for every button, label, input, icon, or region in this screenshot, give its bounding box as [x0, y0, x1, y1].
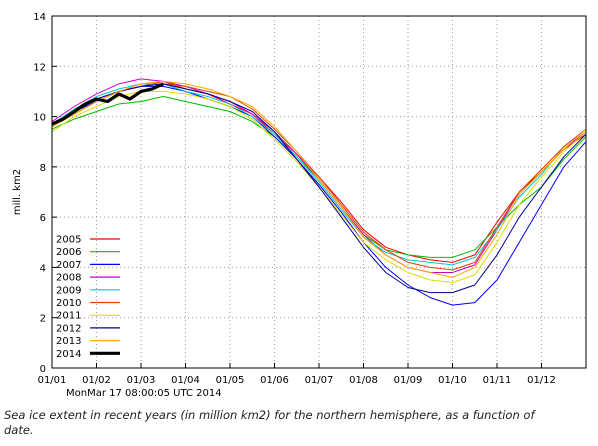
series-line-2013	[51, 80, 587, 278]
legend-label-2010: 2010	[56, 298, 81, 309]
y-axis-title: mill. km2	[12, 169, 23, 215]
x-tick-label: 01/01	[38, 375, 67, 386]
x-tick-label: 01/10	[438, 375, 467, 386]
series-line-2014	[51, 82, 164, 126]
plot-frame	[51, 15, 587, 369]
y-tick-label: 2	[40, 314, 46, 325]
series-line-2010	[51, 83, 587, 271]
x-tick-label: 01/09	[394, 375, 423, 386]
x-tick-label: 01/12	[527, 375, 556, 386]
x-tick-label: 01/04	[171, 375, 200, 386]
x-tick-label: 01/03	[127, 375, 156, 386]
legend-label-2007: 2007	[56, 260, 81, 271]
legend-label-2014: 2014	[56, 349, 81, 360]
y-tick-label: 10	[33, 113, 46, 124]
legend-label-2009: 2009	[56, 285, 81, 296]
legend-label-2011: 2011	[56, 311, 81, 322]
chart-caption: Sea ice extent in recent years (in milli…	[4, 408, 535, 437]
x-tick-label: 01/08	[349, 375, 378, 386]
x-tick-label: 01/02	[82, 375, 111, 386]
y-tick-label: 8	[40, 163, 46, 174]
x-tick-label: 01/05	[216, 375, 245, 386]
x-tick-label: 01/06	[260, 375, 289, 386]
x-tick-label: 01/07	[305, 375, 334, 386]
series-line-2009	[51, 83, 587, 266]
legend-label-2005: 2005	[56, 235, 81, 246]
legend-label-2008: 2008	[56, 273, 81, 284]
x-tick-label: 01/11	[483, 375, 512, 386]
legend-label-2012: 2012	[56, 323, 81, 334]
series-lines	[51, 78, 587, 306]
legend-label-2013: 2013	[56, 336, 81, 347]
series-line-2008	[51, 78, 587, 273]
grid	[52, 16, 586, 368]
y-tick-label: 12	[33, 62, 46, 73]
series-line-2012	[51, 83, 587, 294]
y-tick-label: 0	[40, 364, 46, 375]
legend-label-2006: 2006	[56, 247, 81, 258]
y-axis: 0 2 4 6 8 10 12 14	[33, 12, 57, 375]
y-tick-label: 4	[40, 263, 46, 274]
timestamp-label: MonMar 17 08:00:05 UTC 2014	[66, 388, 222, 399]
x-axis: 01/01 01/02 01/03 01/04 01/05 01/06 01/07 01/08…	[38, 363, 556, 386]
y-tick-label: 14	[33, 12, 46, 23]
y-tick-label: 6	[40, 213, 46, 224]
